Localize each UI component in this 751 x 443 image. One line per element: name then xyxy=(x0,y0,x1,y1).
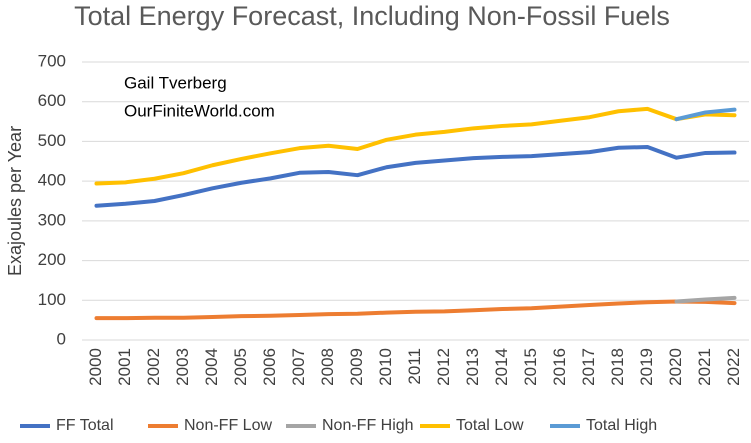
y-tick-label: 700 xyxy=(38,51,66,70)
x-tick-label: 2002 xyxy=(144,348,163,386)
x-tick-label: 2013 xyxy=(463,348,482,386)
y-tick-label: 600 xyxy=(38,91,66,110)
series-line xyxy=(674,107,737,122)
x-tick-label: 2005 xyxy=(231,348,250,386)
x-tick-label: 2006 xyxy=(260,348,279,386)
legend-label: FF Total xyxy=(56,417,114,434)
series-line xyxy=(94,299,737,321)
x-tick-label: 2003 xyxy=(173,348,192,386)
y-tick-label: 0 xyxy=(57,329,66,348)
x-tick-label: 2009 xyxy=(347,348,366,386)
x-tick-label: 2012 xyxy=(434,348,453,386)
x-tick-label: 2015 xyxy=(521,348,540,386)
annotation: OurFiniteWorld.com xyxy=(124,101,275,120)
x-tick-label: 2007 xyxy=(289,348,308,386)
x-tick-label: 2020 xyxy=(666,348,685,386)
x-tick-label: 2008 xyxy=(318,348,337,386)
x-tick-label: 2016 xyxy=(550,348,569,386)
y-axis-label: Exajoules per Year xyxy=(5,126,25,276)
x-tick-label: 2001 xyxy=(115,348,134,386)
x-tick-label: 2014 xyxy=(492,348,511,386)
x-tick-label: 2011 xyxy=(405,348,424,385)
legend-label: Total Low xyxy=(456,417,524,434)
chart-title: Total Energy Forecast, Including Non-Fos… xyxy=(74,1,670,31)
x-tick-label: 2021 xyxy=(695,348,714,386)
x-tick-label: 2004 xyxy=(202,348,221,386)
x-tick-label: 2017 xyxy=(579,348,598,386)
x-tick-label: 2018 xyxy=(608,348,627,386)
y-tick-label: 500 xyxy=(38,131,66,150)
legend-label: Non-FF Low xyxy=(184,417,272,434)
series-line xyxy=(94,106,737,186)
x-tick-label: 2019 xyxy=(637,348,656,386)
y-tick-label: 100 xyxy=(38,290,66,309)
annotation: Gail Tverberg xyxy=(124,73,227,92)
series-line xyxy=(674,295,737,304)
legend-label: Non-FF High xyxy=(322,417,414,434)
x-tick-label: 2000 xyxy=(86,348,105,386)
x-tick-label: 2022 xyxy=(724,348,743,386)
series-line xyxy=(94,144,737,208)
legend-label: Total High xyxy=(586,417,657,434)
y-tick-label: 200 xyxy=(38,250,66,269)
y-tick-label: 300 xyxy=(38,210,66,229)
x-tick-label: 2010 xyxy=(376,348,395,386)
y-tick-label: 400 xyxy=(38,171,66,190)
